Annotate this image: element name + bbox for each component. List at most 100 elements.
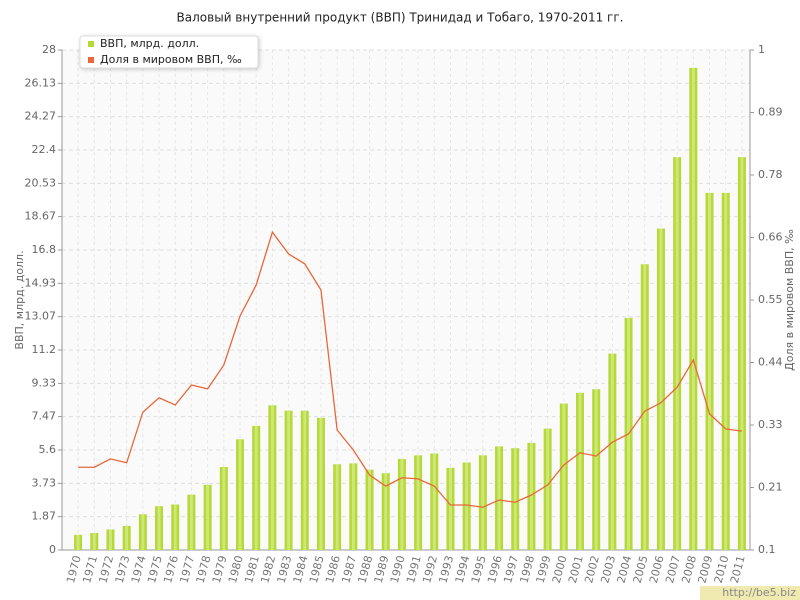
bar-highlight — [384, 473, 388, 550]
bar — [656, 228, 665, 551]
bar-highlight — [303, 410, 307, 550]
y2-tick-label: 0.78 — [758, 168, 783, 181]
watermark-bg — [700, 586, 800, 600]
bar-highlight — [335, 464, 339, 550]
bar-highlight — [497, 446, 501, 550]
watermark: http://be5.biz — [722, 586, 796, 599]
bar — [300, 410, 309, 550]
bar — [446, 467, 455, 550]
bar-highlight — [481, 455, 485, 550]
bar-highlight — [740, 157, 744, 550]
bar — [414, 455, 423, 550]
line — [78, 230, 742, 508]
bar — [268, 405, 277, 550]
legend-swatch — [88, 57, 94, 63]
y2-tick-label: 0.44 — [758, 356, 783, 369]
bar-highlight — [675, 157, 679, 550]
bar — [349, 463, 358, 550]
bar — [478, 455, 487, 550]
y-tick-label: 20.53 — [25, 176, 57, 189]
y2-tick-label: 0.66 — [758, 231, 783, 244]
y-tick-label: 26.13 — [25, 76, 57, 89]
bar — [219, 466, 228, 550]
y-axis-title: ВВП, млрд. долл. — [13, 250, 26, 349]
bar — [689, 67, 698, 550]
bar — [316, 417, 325, 550]
bar-highlight — [400, 458, 404, 550]
y-tick-label: 18.67 — [25, 210, 57, 223]
plot-background — [62, 50, 750, 550]
bar-highlight — [432, 453, 436, 550]
bar — [203, 484, 212, 550]
bar-highlight — [173, 504, 177, 550]
legend-label: ВВП, млрд. долл. — [100, 37, 199, 50]
legend-label: Доля в мировом ВВП, ‰ — [100, 53, 242, 66]
bar-highlight — [562, 403, 566, 550]
y2-tick-label: 1 — [758, 43, 765, 56]
bar — [527, 442, 536, 550]
bar-highlight — [659, 228, 663, 551]
bar — [721, 192, 730, 550]
bar-highlight — [610, 353, 614, 550]
bar — [673, 157, 682, 550]
bar-highlight — [448, 467, 452, 550]
bar — [495, 446, 504, 550]
y-tick-label: 22.4 — [32, 143, 57, 156]
bar — [640, 264, 649, 550]
bar — [155, 506, 164, 550]
bar — [430, 453, 439, 550]
bar-highlight — [76, 534, 80, 550]
bar — [543, 428, 552, 550]
bar-highlight — [287, 410, 291, 550]
legend-swatch — [88, 41, 94, 47]
chart-title: Валовый внутренний продукт (ВВП) Тринида… — [177, 11, 624, 25]
bar — [106, 529, 115, 550]
bar — [90, 533, 99, 550]
y-tick-label: 5.6 — [39, 443, 57, 456]
bar — [462, 462, 471, 550]
bar-highlight — [465, 462, 469, 550]
bar — [737, 157, 746, 550]
bar — [397, 458, 406, 550]
bar-highlight — [513, 448, 517, 550]
y2-tick-label: 0.55 — [758, 293, 783, 306]
y-tick-label: 16.8 — [32, 243, 57, 256]
bar-highlight — [108, 529, 112, 550]
bar — [381, 473, 390, 550]
bar — [171, 504, 180, 550]
bar-highlight — [125, 525, 129, 550]
y-tick-label: 24.27 — [25, 110, 57, 123]
y2-tick-label: 0.21 — [758, 481, 783, 494]
y2-axis-title: Доля в мировом ВВП, ‰ — [783, 229, 796, 371]
bar-highlight — [238, 439, 242, 550]
bar-highlight — [254, 425, 258, 550]
bar — [608, 353, 617, 550]
bar — [365, 469, 374, 550]
y-tick-label: 14.93 — [25, 276, 57, 289]
bar-highlight — [368, 469, 372, 550]
bar — [252, 425, 261, 550]
bar-highlight — [708, 192, 712, 550]
bar-highlight — [189, 494, 193, 550]
y-tick-label: 13.07 — [25, 310, 57, 323]
bar — [576, 392, 584, 550]
bar-highlight — [529, 442, 533, 550]
y-tick-label: 9.33 — [32, 376, 57, 389]
bar — [333, 464, 342, 550]
bar-highlight — [92, 533, 96, 550]
y2-tick-label: 0.89 — [758, 106, 783, 119]
bar-highlight — [546, 428, 550, 550]
bar-highlight — [578, 392, 582, 550]
bar-highlight — [319, 417, 323, 550]
bar-highlight — [594, 389, 598, 550]
bar-highlight — [206, 484, 210, 550]
bar-highlight — [351, 463, 355, 550]
bar — [559, 403, 568, 550]
bar — [592, 389, 601, 550]
bar — [138, 514, 147, 550]
bar-highlight — [141, 514, 145, 550]
bar — [187, 494, 196, 550]
bar — [74, 534, 83, 550]
